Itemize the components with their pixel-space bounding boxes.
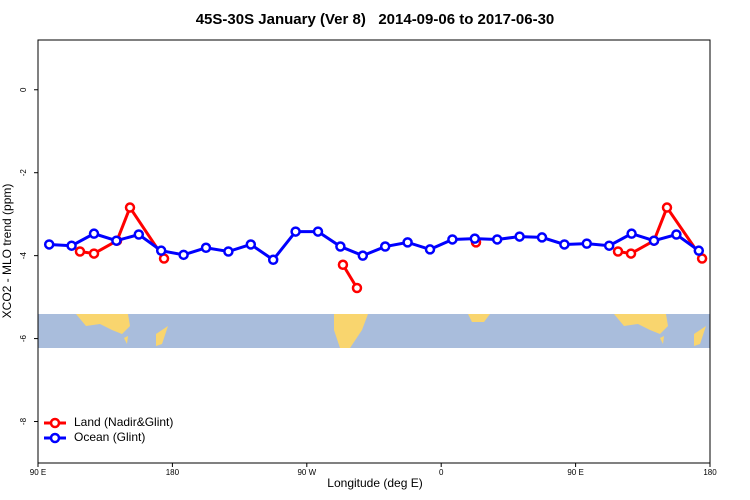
point — [536, 232, 548, 243]
point — [133, 229, 145, 240]
x-tick-label: 180 — [703, 468, 717, 477]
point — [648, 235, 660, 246]
x-tick-label: 90 E — [567, 468, 583, 477]
x-tick-label: 180 — [166, 468, 180, 477]
point — [379, 241, 391, 252]
plot-frame — [37, 39, 711, 464]
point — [402, 237, 413, 248]
point — [178, 249, 189, 261]
point — [88, 228, 100, 239]
point — [290, 226, 301, 237]
point — [124, 202, 136, 213]
legend-marker — [49, 432, 61, 444]
point — [351, 282, 363, 294]
point — [200, 242, 212, 254]
point — [357, 250, 369, 261]
point — [43, 239, 55, 250]
point — [693, 245, 705, 256]
y-tick-label: -2 — [19, 169, 28, 177]
y-tick-label: -4 — [19, 252, 28, 260]
chart-title: 45S-30S January (Ver 8) 2014-09-06 to 20… — [196, 11, 555, 28]
point — [625, 248, 637, 259]
point — [661, 202, 673, 213]
legend-label: Ocean (Glint) — [74, 430, 145, 444]
point — [469, 233, 481, 244]
legend-marker — [49, 417, 61, 429]
point — [155, 245, 167, 256]
point — [671, 229, 682, 240]
x-tick-label: 0 — [439, 468, 444, 477]
x-axis-label: Longitude (deg E) — [327, 476, 422, 490]
y-tick-label: -6 — [19, 334, 28, 342]
point — [267, 254, 279, 266]
map-band — [38, 314, 710, 348]
point — [223, 246, 234, 257]
y-axis-label: XCO2 - MLO trend (ppm) — [0, 184, 14, 319]
point — [245, 239, 257, 250]
point — [612, 246, 624, 257]
point — [603, 240, 615, 251]
x-tick-label: 90 W — [297, 468, 316, 477]
point — [514, 231, 525, 242]
x-tick-label: 90 E — [30, 468, 46, 477]
point — [447, 234, 458, 245]
point — [111, 235, 122, 246]
point — [312, 226, 324, 237]
point — [335, 241, 346, 252]
point — [74, 246, 86, 257]
point — [581, 238, 593, 249]
point — [559, 239, 570, 250]
point — [88, 248, 100, 259]
point — [626, 228, 637, 239]
point — [424, 244, 436, 255]
point — [491, 234, 503, 245]
legend-label: Land (Nadir&Glint) — [74, 415, 173, 429]
point — [337, 259, 349, 271]
point — [66, 240, 77, 251]
y-tick-label: 0 — [19, 87, 28, 92]
y-tick-label: -8 — [19, 417, 28, 425]
